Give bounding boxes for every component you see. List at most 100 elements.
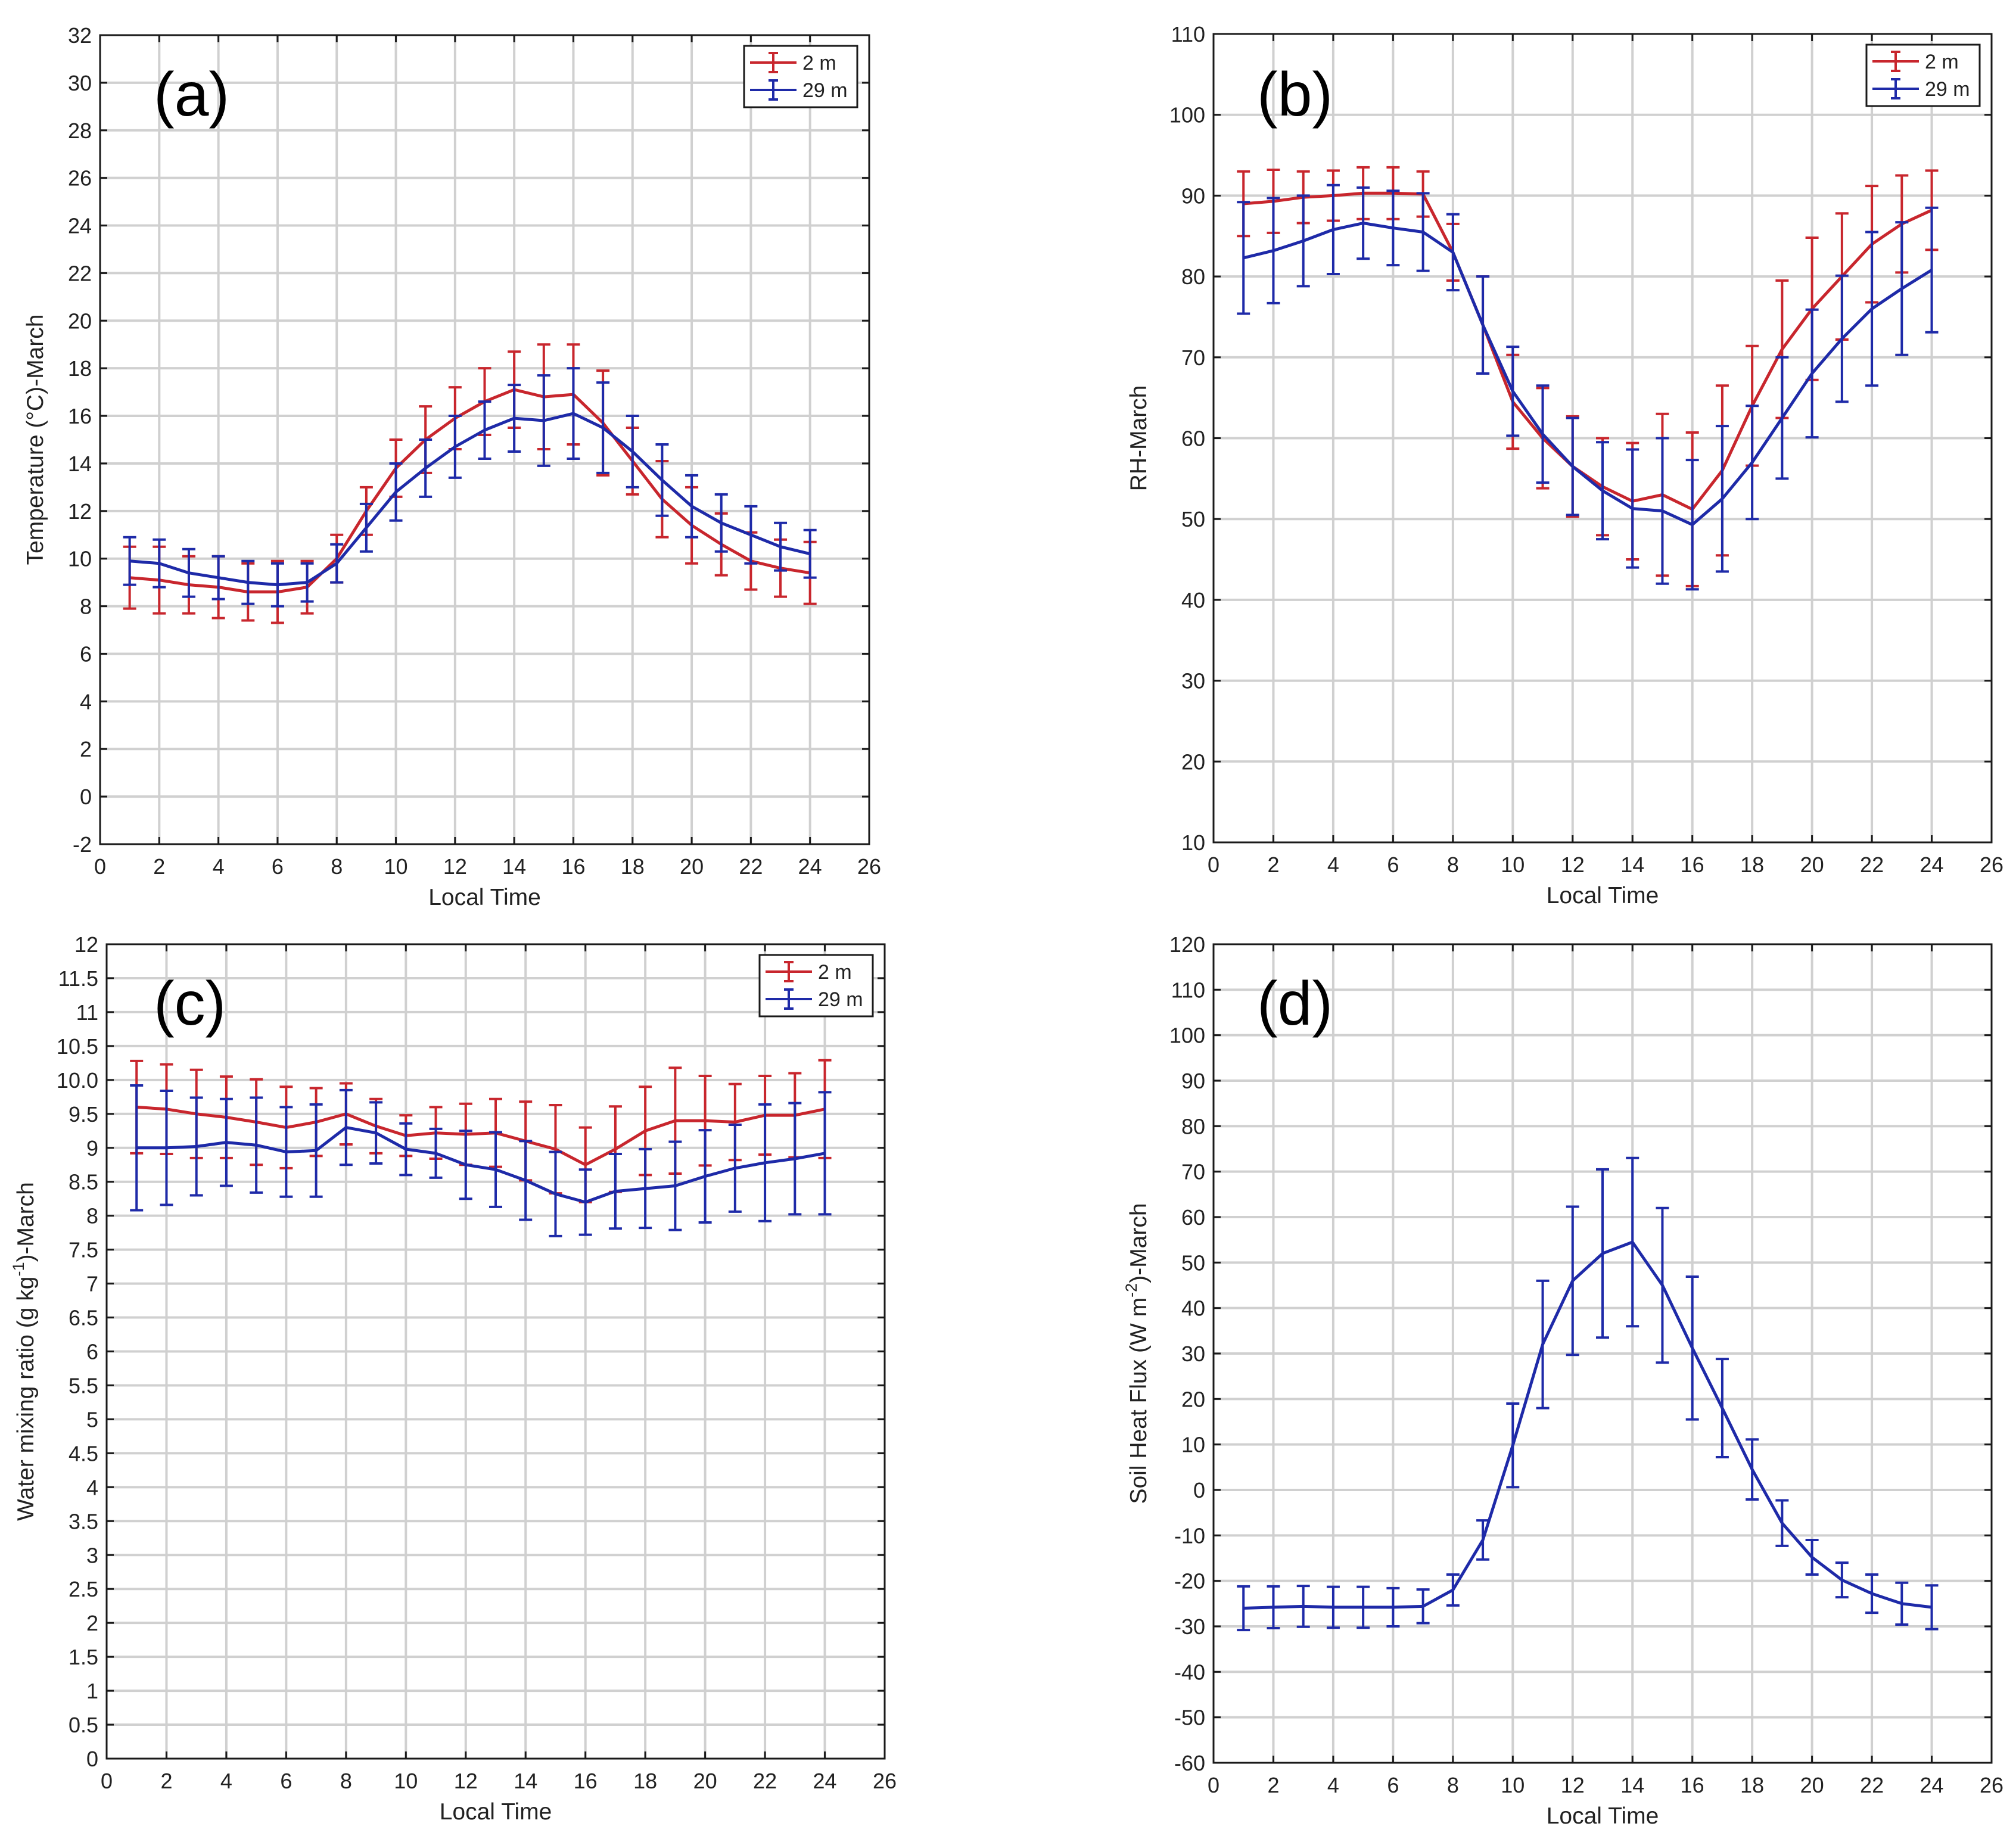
legend-label: 2 m bbox=[1925, 51, 1959, 73]
data-point bbox=[217, 577, 220, 579]
series-line bbox=[1243, 222, 1933, 527]
data-point bbox=[306, 581, 309, 584]
x-tick-label: 2 bbox=[1267, 853, 1279, 877]
x-tick-label: 8 bbox=[1447, 853, 1459, 877]
ticks bbox=[1212, 33, 1993, 844]
series-line bbox=[129, 412, 811, 587]
data-point bbox=[1572, 1280, 1574, 1282]
y-tick-label: 100 bbox=[1169, 1023, 1205, 1048]
y-axis-title: Water mixing ratio (g kg-1)-March bbox=[10, 1182, 39, 1521]
data-point bbox=[690, 505, 693, 508]
y-tick-label: -10 bbox=[1174, 1523, 1205, 1548]
data-point bbox=[824, 1152, 826, 1155]
y-tick-label: 6.5 bbox=[69, 1306, 98, 1330]
data-point bbox=[424, 467, 427, 469]
data-point bbox=[1332, 1606, 1334, 1608]
x-tick-label: 12 bbox=[443, 854, 467, 879]
x-tick-label: 4 bbox=[1327, 1773, 1339, 1797]
y-tick-label: 32 bbox=[68, 23, 92, 48]
y-tick-label: 2 bbox=[80, 737, 92, 761]
x-tick-label: 12 bbox=[1561, 1773, 1585, 1797]
data-point bbox=[1482, 1539, 1484, 1541]
data-point bbox=[554, 1193, 556, 1195]
panel-label: (a) bbox=[154, 60, 229, 129]
y-tick-label: 20 bbox=[68, 309, 92, 333]
data-point bbox=[1511, 390, 1514, 393]
data-point bbox=[395, 491, 397, 493]
data-point bbox=[644, 1187, 646, 1190]
y-tick-label: 120 bbox=[1169, 932, 1205, 957]
y-tick-label: 28 bbox=[68, 119, 92, 143]
x-tick-label: 20 bbox=[1800, 1773, 1824, 1797]
data-point bbox=[614, 1190, 617, 1193]
x-tick-label: 16 bbox=[574, 1769, 598, 1793]
data-point bbox=[572, 412, 574, 415]
data-point bbox=[1931, 1606, 1933, 1608]
y-tick-label: 7.5 bbox=[69, 1238, 98, 1262]
ticks bbox=[105, 943, 886, 1760]
y-tick-label: 3 bbox=[86, 1543, 98, 1567]
data-point bbox=[1811, 372, 1813, 375]
y-tick-label: 4 bbox=[86, 1475, 98, 1499]
y-tick-label: 18 bbox=[68, 356, 92, 381]
y-tick-label: 80 bbox=[1181, 1114, 1205, 1138]
data-point bbox=[1721, 1407, 1723, 1410]
data-point bbox=[764, 1162, 766, 1164]
data-point bbox=[188, 572, 190, 574]
y-tick-label: 50 bbox=[1181, 1250, 1205, 1275]
data-point bbox=[255, 1144, 257, 1146]
legend-box bbox=[758, 954, 874, 1018]
panel-label: (c) bbox=[154, 969, 226, 1038]
y-tick-label: 90 bbox=[1181, 1069, 1205, 1093]
x-axis-title: Local Time bbox=[440, 1799, 552, 1825]
x-tick-label: 10 bbox=[1501, 1773, 1525, 1797]
data-point bbox=[1691, 524, 1694, 526]
panel-d: 0 2 4 6 8 10 12 14 16 18 20 22 24 26-60-50-40-30-20-1… bbox=[1122, 932, 2003, 1829]
series-line bbox=[136, 1105, 826, 1166]
y-tick-label: 10.5 bbox=[57, 1034, 98, 1059]
data-point bbox=[435, 1152, 437, 1155]
data-point bbox=[513, 417, 515, 419]
data-point bbox=[1452, 251, 1454, 253]
data-point bbox=[1272, 1606, 1274, 1608]
y-tick-label: -60 bbox=[1174, 1751, 1205, 1775]
data-point bbox=[1841, 1579, 1843, 1581]
x-tick-label: 18 bbox=[1740, 1773, 1764, 1797]
x-tick-label: 26 bbox=[857, 854, 881, 879]
y-tick-label: 110 bbox=[1171, 978, 1205, 1002]
x-tick-label: 18 bbox=[621, 854, 645, 879]
y-tick-label: 8 bbox=[86, 1204, 98, 1228]
data-point bbox=[1482, 324, 1484, 326]
x-tick-label: 24 bbox=[1920, 1773, 1944, 1797]
data-point bbox=[1542, 1343, 1544, 1346]
x-tick-label: 18 bbox=[1740, 853, 1764, 877]
series-line bbox=[136, 1126, 825, 1204]
data-point bbox=[375, 1132, 377, 1134]
x-tick-label: 20 bbox=[680, 854, 704, 879]
y-tick-label: 70 bbox=[1181, 1160, 1205, 1184]
x-tick-label: 14 bbox=[514, 1769, 537, 1793]
data-point bbox=[1362, 1606, 1364, 1608]
ticks bbox=[99, 34, 870, 845]
data-point bbox=[734, 1121, 736, 1123]
y-tick-label: 100 bbox=[1169, 103, 1205, 127]
data-point bbox=[1302, 1605, 1305, 1607]
data-point bbox=[1781, 1522, 1783, 1524]
x-tick-label: 8 bbox=[1447, 1773, 1459, 1797]
x-tick-label: 10 bbox=[394, 1769, 418, 1793]
series-29-m bbox=[1237, 183, 1939, 591]
data-point bbox=[1392, 227, 1394, 229]
y-tick-label: 20 bbox=[1181, 749, 1205, 774]
data-point bbox=[794, 1158, 796, 1160]
x-tick-label: 14 bbox=[1620, 853, 1644, 877]
x-tick-label: 2 bbox=[1267, 1773, 1279, 1797]
legend-label: 29 m bbox=[802, 79, 848, 102]
data-point bbox=[734, 1167, 736, 1169]
data-point bbox=[674, 1119, 676, 1122]
data-point bbox=[543, 419, 545, 422]
series-line bbox=[1243, 191, 1933, 511]
legend-label: 2 m bbox=[818, 961, 852, 984]
legend-label: 29 m bbox=[818, 988, 863, 1011]
y-tick-label: 0 bbox=[1193, 1478, 1205, 1502]
data-point bbox=[1601, 1252, 1604, 1255]
